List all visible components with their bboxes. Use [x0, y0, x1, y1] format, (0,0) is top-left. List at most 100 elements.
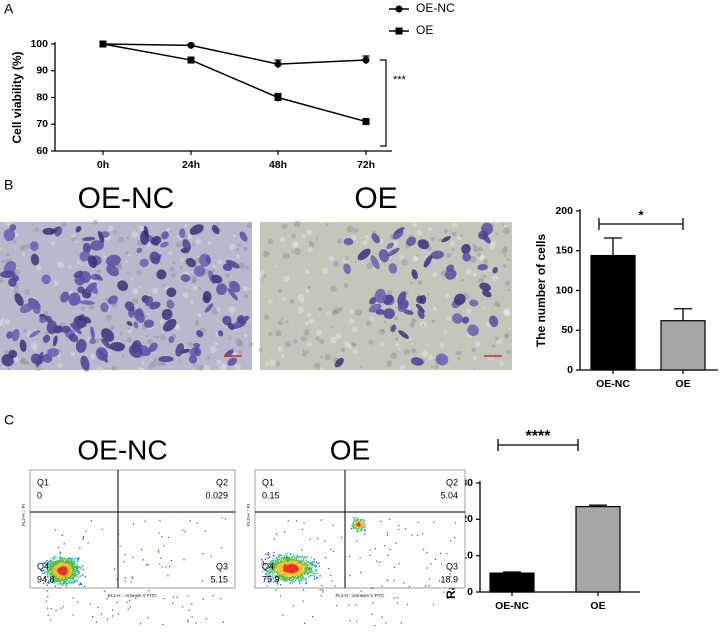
- event: [205, 618, 207, 620]
- event: [278, 562, 280, 564]
- event: [58, 564, 61, 566]
- event: [63, 580, 65, 582]
- texture: [249, 319, 252, 322]
- event: [47, 566, 49, 569]
- event: [296, 560, 298, 562]
- texture: [446, 252, 451, 258]
- event: [46, 562, 48, 564]
- event: [61, 582, 63, 584]
- texture: [32, 223, 35, 226]
- event: [300, 574, 302, 577]
- stained-cell: [42, 334, 51, 343]
- event: [283, 575, 285, 577]
- texture: [206, 356, 211, 360]
- event: [269, 569, 271, 571]
- event: [279, 595, 282, 597]
- event: [315, 570, 317, 573]
- event: [299, 575, 301, 577]
- event: [288, 573, 291, 575]
- event: [277, 565, 280, 567]
- event: [277, 562, 279, 565]
- event: [281, 560, 283, 563]
- event: [324, 540, 326, 542]
- event: [304, 568, 306, 570]
- event: [298, 571, 300, 573]
- event: [63, 563, 66, 565]
- texture: [15, 267, 21, 273]
- event: [59, 573, 62, 575]
- event: [146, 564, 148, 566]
- texture: [445, 293, 450, 298]
- event: [362, 527, 364, 529]
- event: [272, 572, 274, 575]
- event: [48, 582, 50, 584]
- event: [305, 566, 307, 568]
- event: [312, 560, 314, 563]
- texture: [291, 233, 296, 239]
- event: [61, 579, 63, 581]
- event: [54, 555, 56, 557]
- event: [318, 565, 321, 567]
- event: [417, 534, 419, 536]
- event: [302, 600, 304, 602]
- texture: [152, 357, 158, 363]
- stained-cell: [12, 275, 20, 282]
- event: [65, 567, 67, 569]
- texture: [307, 312, 312, 318]
- texture: [488, 268, 492, 273]
- event: [295, 559, 297, 562]
- texture: [73, 239, 79, 245]
- stained-cell: [334, 357, 344, 368]
- event: [282, 576, 285, 578]
- event: [69, 576, 72, 578]
- event: [278, 578, 280, 580]
- event: [191, 616, 193, 618]
- significance: ****: [526, 428, 552, 445]
- texture: [340, 347, 346, 352]
- texture: [112, 231, 116, 235]
- event: [266, 575, 268, 577]
- quadrant-value: 5.15: [210, 574, 228, 584]
- texture: [490, 240, 497, 246]
- event: [290, 576, 293, 578]
- event: [61, 572, 63, 574]
- event: [291, 579, 294, 581]
- marker: [187, 41, 195, 49]
- event: [454, 537, 456, 539]
- flow-y-label: FL2-H :: PI: [21, 504, 26, 526]
- event: [303, 622, 306, 624]
- texture: [397, 347, 401, 351]
- texture: [263, 314, 270, 320]
- event: [292, 565, 294, 567]
- texture: [303, 329, 310, 336]
- event: [55, 563, 57, 565]
- texture: [140, 360, 145, 365]
- event: [55, 572, 57, 574]
- event: [118, 533, 120, 535]
- event: [312, 561, 314, 563]
- texture: [307, 341, 312, 347]
- event: [70, 557, 72, 559]
- stained-cell: [69, 323, 82, 335]
- event: [360, 571, 362, 573]
- event: [289, 579, 291, 582]
- event: [355, 528, 357, 530]
- event: [106, 598, 108, 600]
- event: [170, 560, 172, 562]
- event: [296, 563, 298, 565]
- event: [363, 520, 365, 522]
- event: [306, 564, 308, 566]
- event: [69, 577, 72, 580]
- event: [50, 574, 52, 576]
- texture: [503, 309, 511, 317]
- event: [67, 564, 69, 567]
- event: [71, 581, 73, 583]
- texture: [495, 232, 498, 236]
- stained-cell: [30, 253, 40, 266]
- texture: [191, 278, 197, 284]
- event: [80, 583, 83, 586]
- event: [61, 578, 63, 580]
- event: [59, 577, 62, 580]
- stained-cell: [143, 319, 155, 328]
- event: [163, 597, 165, 600]
